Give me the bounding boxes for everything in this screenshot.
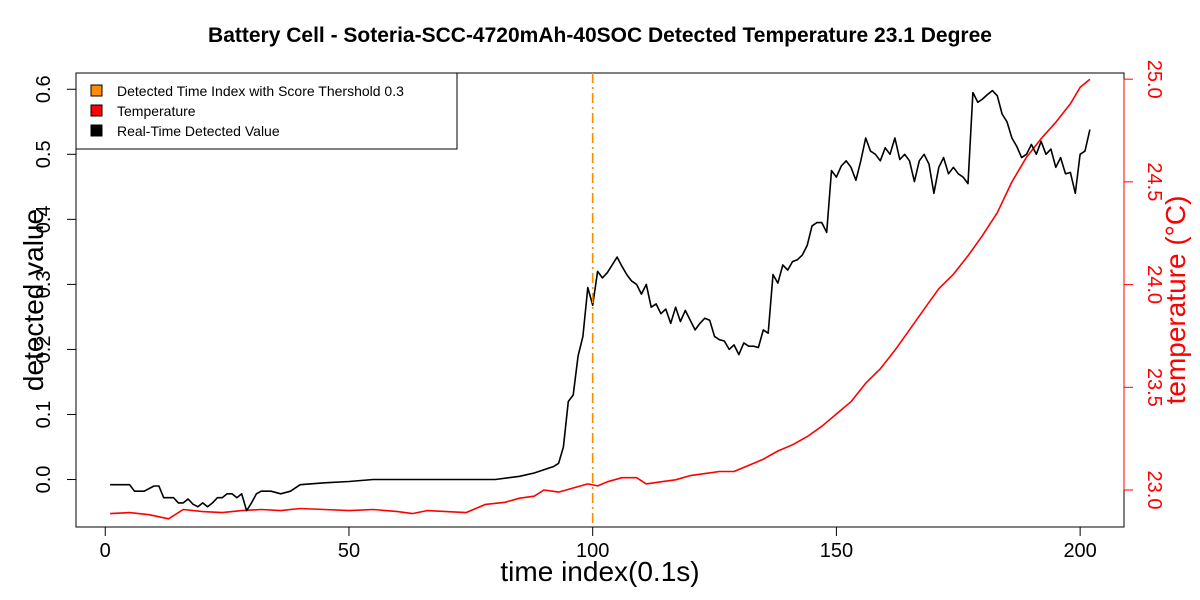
y-tick-label: 0.3 [33,270,55,298]
y2-tick-label: 24.0 [1143,265,1165,304]
y-tick-label: 0.4 [33,205,55,233]
y-tick-label: 0.1 [33,401,55,429]
series-layer [110,78,1091,520]
x-tick-label: 100 [576,540,609,562]
legend-swatch-detected-time [90,84,103,97]
y2-tick-label: 25.0 [1143,60,1165,99]
y-tick-label: 0.2 [33,336,55,364]
x-tick-label: 200 [1063,540,1096,562]
y-tick-label: 0.0 [33,466,55,494]
x-tick-label: 150 [820,540,853,562]
legend-label-temperature: Temperature [117,103,196,119]
y2-axis-label: temperature (°C) [1160,195,1191,405]
legend-item-detected-value: Real-Time Detected Value [90,123,280,139]
x-axis: 0 50 100 150 200 [100,526,1097,562]
y-axis-label: detected value [18,208,49,392]
y-tick-label: 0.5 [33,140,55,168]
legend-item-detected-time: Detected Time Index with Score Thershold… [90,83,404,99]
x-axis-label: time index(0.1s) [500,556,700,587]
detected-value-series-line [110,89,1091,512]
legend-label-detected-time: Detected Time Index with Score Thershold… [117,83,404,99]
y2-tick-label: 23.5 [1143,368,1165,407]
legend-item-temperature: Temperature [90,103,196,119]
x-tick-label: 50 [338,540,360,562]
legend-swatch-temperature [90,104,103,117]
y-axis: 0.0 0.1 0.2 0.3 0.4 0.5 0.6 [33,75,77,494]
x-tick-label: 0 [100,540,111,562]
legend-box [75,72,458,150]
y2-tick-label: 23.0 [1143,471,1165,510]
legend-label-detected-value: Real-Time Detected Value [117,123,280,139]
chart-title: Battery Cell - Soteria-SCC-4720mAh-40SOC… [208,24,992,47]
y2-tick-label: 24.5 [1143,162,1165,201]
temperature-series-line [110,78,1091,520]
legend-swatch-detected-value [90,124,103,137]
y-tick-label: 0.6 [33,75,55,103]
legend: Detected Time Index with Score Thershold… [75,72,458,150]
y2-axis: 23.0 23.5 24.0 24.5 25.0 [1123,60,1165,510]
